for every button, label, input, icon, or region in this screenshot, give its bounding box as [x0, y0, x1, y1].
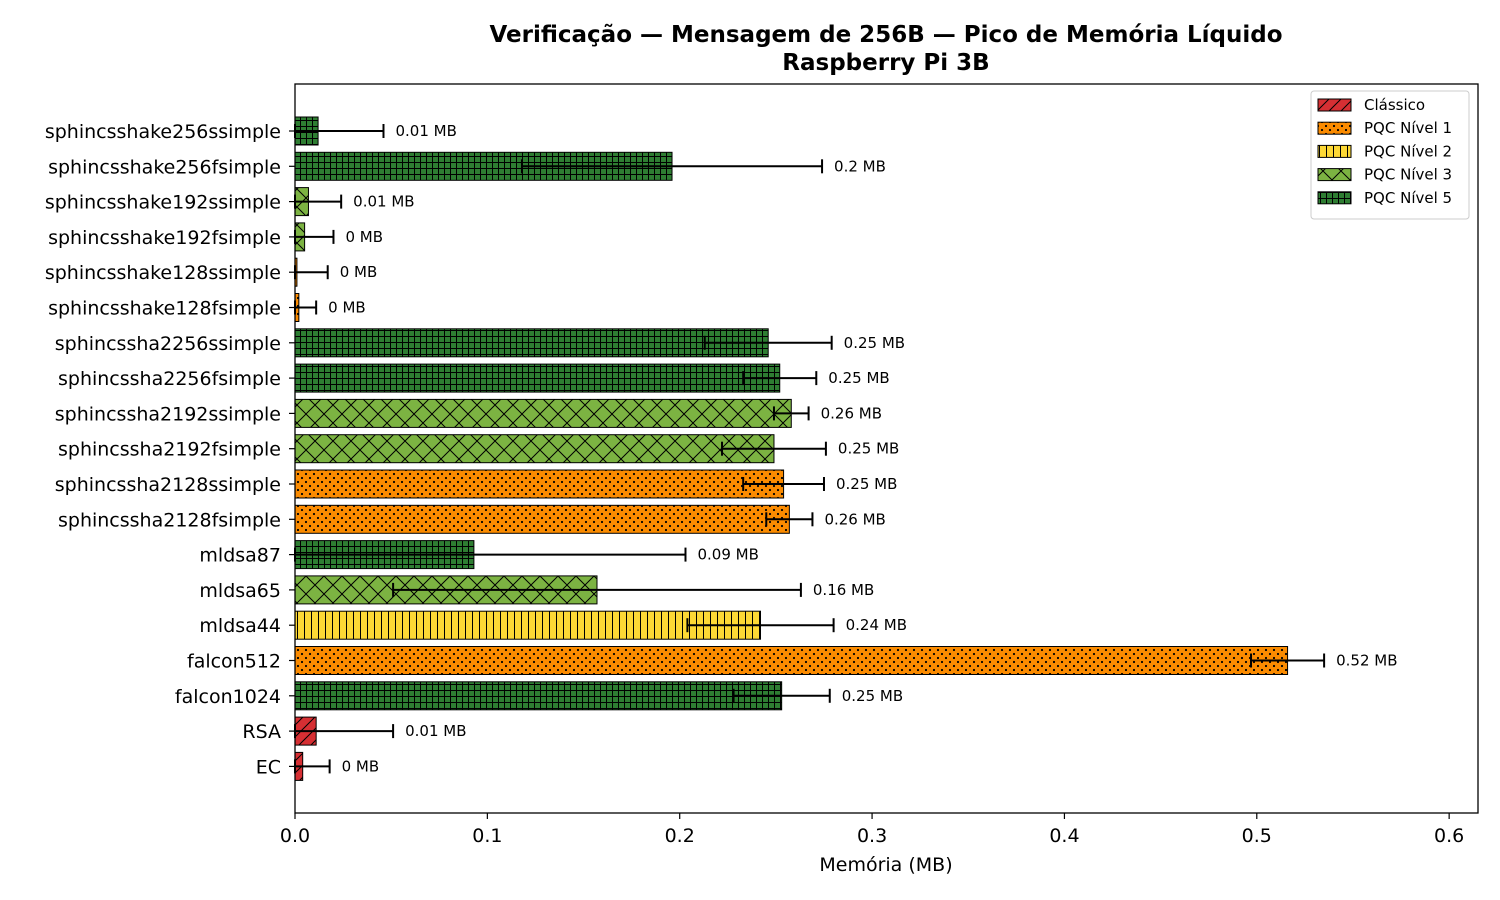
chart-title: Verificação — Mensagem de 256B — Pico de… [489, 22, 1282, 48]
data-label-sphincssha2128fsimple: 0.26 MB [824, 510, 885, 528]
bar-sphincssha2256ssimple [294, 328, 769, 358]
y-tick-label-sphincsshake128fsimple: sphincsshake128fsimple [48, 298, 281, 320]
legend-label: PQC Nível 5 [1364, 189, 1452, 207]
y-tick-label-sphincssha2256fsimple: sphincssha2256fsimple [58, 368, 281, 390]
data-label-sphincssha2128ssimple: 0.25 MB [836, 475, 897, 493]
error-bar-sphincssha2256ssimple [703, 335, 833, 350]
legend-swatch [1317, 191, 1352, 205]
bar-falcon1024 [294, 681, 783, 711]
error-bar-sphincssha2128fsimple [765, 512, 814, 527]
bar-sphincssha2192ssimple [294, 398, 792, 428]
bar-sphincssha2128fsimple [294, 504, 790, 534]
y-tick-label-mldsa44: mldsa44 [199, 615, 281, 637]
data-label-sphincsshake192ssimple: 0.01 MB [353, 193, 414, 211]
y-tick-label-falcon512: falcon512 [187, 651, 281, 673]
data-label-falcon512: 0.52 MB [1336, 652, 1397, 670]
bar-sphincssha2256fsimple [294, 363, 781, 393]
data-label-sphincsshake256ssimple: 0.01 MB [395, 122, 456, 140]
y-axis-ticks: sphincsshake256ssimple sphincsshake256fsi… [45, 121, 295, 778]
legend-swatch [1317, 168, 1352, 182]
y-tick-label-sphincssha2128ssimple: sphincssha2128ssimple [55, 474, 281, 496]
x-tick-label: 0.1 [472, 825, 502, 847]
x-axis-label: Memória (MB) [819, 854, 952, 876]
y-tick-label-sphincsshake128ssimple: sphincsshake128ssimple [45, 262, 281, 284]
data-label-falcon1024: 0.25 MB [842, 687, 903, 705]
data-label-sphincsshake128ssimple: 0 MB [340, 263, 378, 281]
data-label-sphincssha2256ssimple: 0.25 MB [844, 334, 905, 352]
error-bar-sphincsshake128ssimple [294, 265, 329, 280]
x-tick-label: 0.6 [1434, 825, 1464, 847]
y-tick-label-sphincssha2128fsimple: sphincssha2128fsimple [58, 509, 281, 531]
legend-label: PQC Nível 1 [1364, 119, 1452, 137]
x-tick-label: 0.0 [280, 825, 310, 847]
y-tick-label-falcon1024: falcon1024 [175, 686, 281, 708]
error-bar-sphincssha2192ssimple [772, 406, 810, 421]
y-tick-label-sphincssha2256ssimple: sphincssha2256ssimple [55, 333, 281, 355]
data-label-mldsa44: 0.24 MB [846, 616, 907, 634]
y-tick-label-sphincsshake192fsimple: sphincsshake192fsimple [48, 227, 281, 249]
y-tick-label-sphincssha2192fsimple: sphincssha2192fsimple [58, 439, 281, 461]
y-tick-label-EC: EC [256, 756, 281, 778]
x-tick-label: 0.2 [665, 825, 695, 847]
data-label-sphincssha2192fsimple: 0.25 MB [838, 440, 899, 458]
bar-falcon512 [294, 646, 1289, 675]
bar-sphincssha2128ssimple [294, 469, 785, 499]
data-labels-layer: 0.01 MB 0.2 MB 0.01 MB 0 MB 0 MB 0 MB 0.25 MB 0… [328, 122, 1397, 775]
y-tick-label-sphincsshake256fsimple: sphincsshake256fsimple [48, 156, 281, 178]
bar-sphincssha2192fsimple [294, 434, 775, 464]
y-tick-label-sphincsshake192ssimple: sphincsshake192ssimple [45, 192, 281, 214]
chart-subtitle: Raspberry Pi 3B [782, 50, 989, 76]
y-tick-label-sphincssha2192ssimple: sphincssha2192ssimple [55, 403, 281, 425]
bar-mldsa44 [294, 610, 762, 640]
error-bar-mldsa44 [686, 618, 835, 633]
error-bar-sphincsshake256fsimple [520, 159, 824, 174]
data-label-sphincssha2256fsimple: 0.25 MB [828, 369, 889, 387]
data-label-sphincssha2192ssimple: 0.26 MB [821, 404, 882, 422]
data-label-EC: 0 MB [342, 757, 380, 775]
legend-swatch [1317, 98, 1352, 112]
y-tick-label-sphincsshake256ssimple: sphincsshake256ssimple [45, 121, 281, 143]
x-tick-label: 0.3 [857, 825, 887, 847]
legend-label: PQC Nível 3 [1364, 166, 1452, 184]
error-bar-sphincssha2192fsimple [721, 441, 827, 456]
legend-swatch [1317, 121, 1352, 135]
legend-label: PQC Nível 2 [1364, 142, 1452, 160]
data-label-sphincsshake128fsimple: 0 MB [328, 299, 366, 317]
data-label-sphincsshake192fsimple: 0 MB [345, 228, 383, 246]
legend: Clássico PQC Nível 1 PQC Nível 2 PQC Nível … [1310, 90, 1470, 220]
data-label-RSA: 0.01 MB [405, 722, 466, 740]
x-tick-label: 0.4 [1049, 825, 1079, 847]
data-label-mldsa65: 0.16 MB [813, 581, 874, 599]
x-axis-ticks: 0.0 0.1 0.2 0.3 0.4 0.5 0.6 [280, 813, 1464, 847]
data-label-sphincsshake256fsimple: 0.2 MB [834, 157, 886, 175]
y-tick-label-mldsa87: mldsa87 [199, 545, 281, 567]
error-bar-sphincssha2256fsimple [742, 371, 818, 386]
y-tick-label-RSA: RSA [242, 721, 281, 743]
error-bar-falcon512 [1250, 653, 1326, 668]
plot-frame [294, 83, 1479, 814]
data-label-mldsa87: 0.09 MB [697, 546, 758, 564]
y-tick-label-mldsa65: mldsa65 [199, 580, 281, 602]
legend-swatch [1317, 144, 1352, 158]
error-bar-sphincssha2128ssimple [742, 477, 825, 491]
error-bar-falcon1024 [732, 688, 831, 703]
x-tick-label: 0.5 [1242, 825, 1272, 847]
error-bar-mldsa65 [392, 582, 802, 597]
legend-label: Clássico [1364, 96, 1425, 114]
